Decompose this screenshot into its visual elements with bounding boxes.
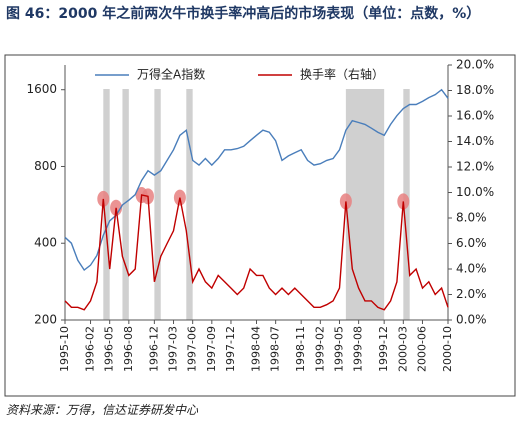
y-tick-label: 400 [34,236,57,250]
shaded-period [154,89,161,320]
x-tick-label: 2000-03 [396,326,409,372]
y2-tick-label: 8.0% [456,211,487,225]
x-tick-label: 1998-07 [269,326,282,372]
shaded-period [186,89,193,320]
x-tick-label: 1999-12 [377,326,390,372]
x-tick-label: 1997-09 [205,326,218,372]
source: 资料来源：万得，信达证券研发中心 [6,403,199,417]
series-line [64,194,449,311]
x-tick-label: 1996-02 [84,326,97,372]
x-tick-label: 1997-06 [186,326,199,372]
x-tick-label: 1996-05 [103,326,116,372]
x-tick-label: 1998-11 [294,326,307,372]
legend-label: 换手率（右轴） [300,67,384,82]
y2-tick-label: 10.0% [456,185,494,199]
shaded-period [345,89,385,320]
y2-tick-label: 14.0% [456,134,494,148]
x-tick-label: 1995-10 [58,326,71,372]
y2-tick-label: 12.0% [456,160,494,174]
y2-tick-label: 16.0% [456,109,494,123]
chart-title: 图 46：2000 年之前两次牛市换手率冲高后的市场表现（单位：点数，%） [6,6,481,22]
y2-tick-label: 18.0% [456,83,494,97]
x-tick-label: 1999-05 [332,326,345,372]
y-tick-label: 800 [34,159,57,173]
x-tick-label: 1997-03 [167,326,180,372]
y2-tick-label: 20.0% [456,58,494,72]
x-tick-label: 1999-02 [313,326,326,372]
legend-label: 万得全A指数 [137,67,205,82]
x-tick-label: 1996-08 [122,326,135,372]
x-tick-label: 1999-08 [352,326,365,372]
y2-tick-label: 4.0% [456,262,487,276]
x-tick-label: 1997-12 [224,326,237,372]
y2-tick-label: 2.0% [456,287,487,301]
y-tick-label: 200 [34,313,57,327]
frame [4,54,516,397]
y-tick-label: 1600 [26,82,57,96]
x-tick-label: 2000-10 [441,326,454,372]
y2-tick-label: 0.0% [456,313,487,327]
x-tick-label: 1998-04 [250,326,263,372]
x-tick-label: 2000-06 [415,326,428,372]
x-tick-label: 1996-12 [147,326,160,372]
shaded-period [122,89,129,320]
y2-tick-label: 6.0% [456,236,487,250]
series-line [64,88,449,272]
